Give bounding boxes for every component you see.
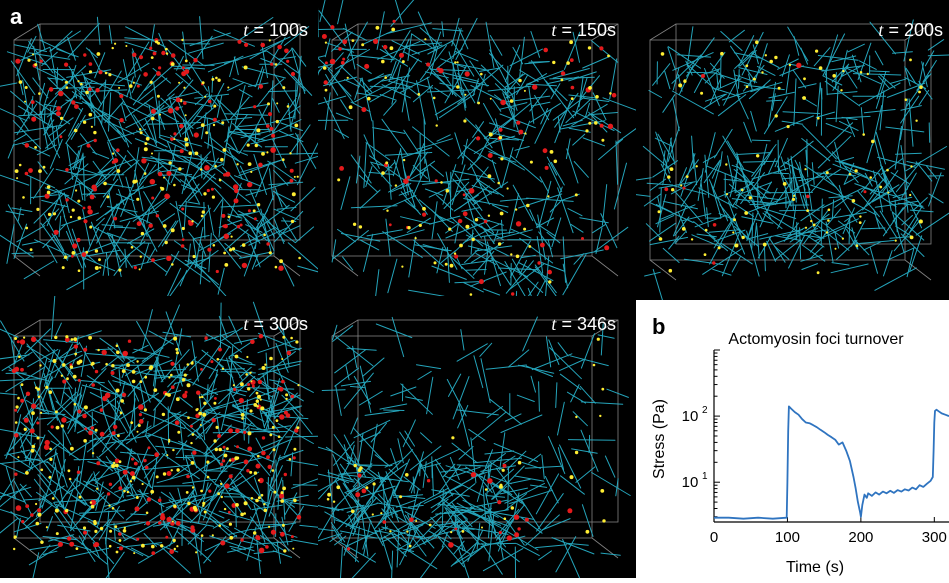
time-label-346s: t = 346s (551, 314, 616, 335)
filament-network-346s (318, 296, 636, 578)
filament-network-100s (0, 0, 318, 296)
snapshot-150s: t = 150s (318, 0, 636, 296)
snapshot-200s: t = 200s (636, 0, 949, 300)
chart-axes (714, 350, 949, 522)
y-axis-label: Stress (Pa) (651, 399, 668, 479)
y-tick-label: 10 (682, 408, 699, 425)
time-label-300s: t = 300s (243, 314, 308, 335)
x-axis-label: Time (s) (786, 559, 844, 576)
panel-b-chart: b Actomyosin foci turnover Time (s) Stre… (636, 300, 949, 578)
time-label-200s: t = 200s (878, 20, 943, 41)
time-label-100s: t = 100s (243, 20, 308, 41)
chart-title: Actomyosin foci turnover (728, 331, 904, 348)
panel-a-letter: a (10, 4, 22, 30)
x-tick-label: 200 (848, 529, 873, 546)
snapshot-346s: t = 346s (318, 296, 636, 578)
filament-network-200s (636, 0, 949, 300)
y-tick-exponent: 2 (702, 405, 708, 416)
x-tick-label: 0 (710, 529, 718, 546)
snapshot-100s: t = 100s (0, 0, 318, 296)
filament-network-300s (0, 296, 318, 578)
snapshot-300s: t = 300s (0, 296, 318, 578)
time-label-150s: t = 150s (551, 20, 616, 41)
chart-series (714, 406, 949, 518)
x-tick-label: 100 (775, 529, 800, 546)
y-tick-exponent: 1 (702, 471, 708, 482)
stress-series-line (714, 406, 949, 518)
x-tick-label: 300 (922, 529, 947, 546)
filament-network-150s (318, 0, 636, 296)
stress-chart: Actomyosin foci turnover Time (s) Stress… (636, 300, 949, 578)
panel-b-letter: b (652, 314, 665, 340)
y-tick-label: 10 (682, 474, 699, 491)
